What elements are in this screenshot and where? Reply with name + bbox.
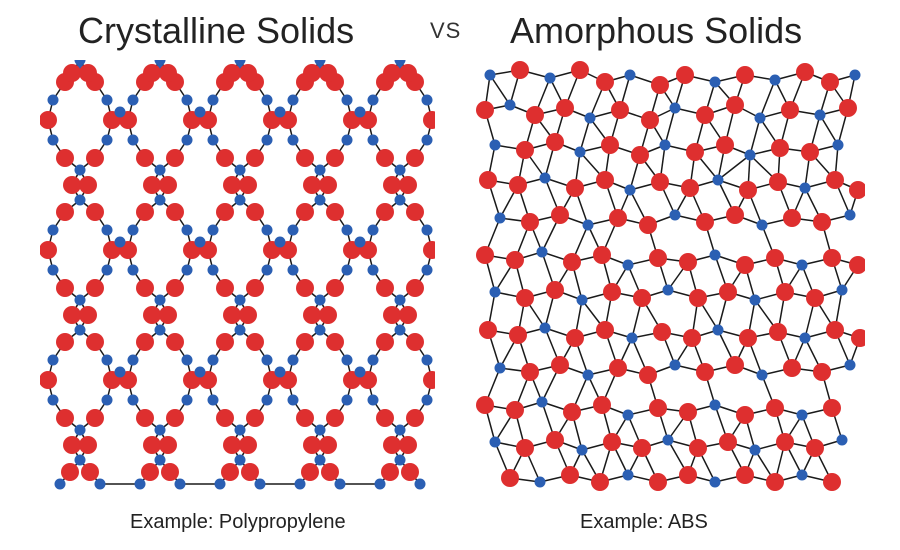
title-left: Crystalline Solids [78,10,354,52]
example-right: Example: ABS [580,511,708,534]
amorphous-diagram [470,60,865,500]
crystalline-diagram [40,60,435,500]
title-vs: VS [430,18,461,44]
example-left: Example: Polypropylene [130,511,346,534]
title-right: Amorphous Solids [510,10,802,52]
